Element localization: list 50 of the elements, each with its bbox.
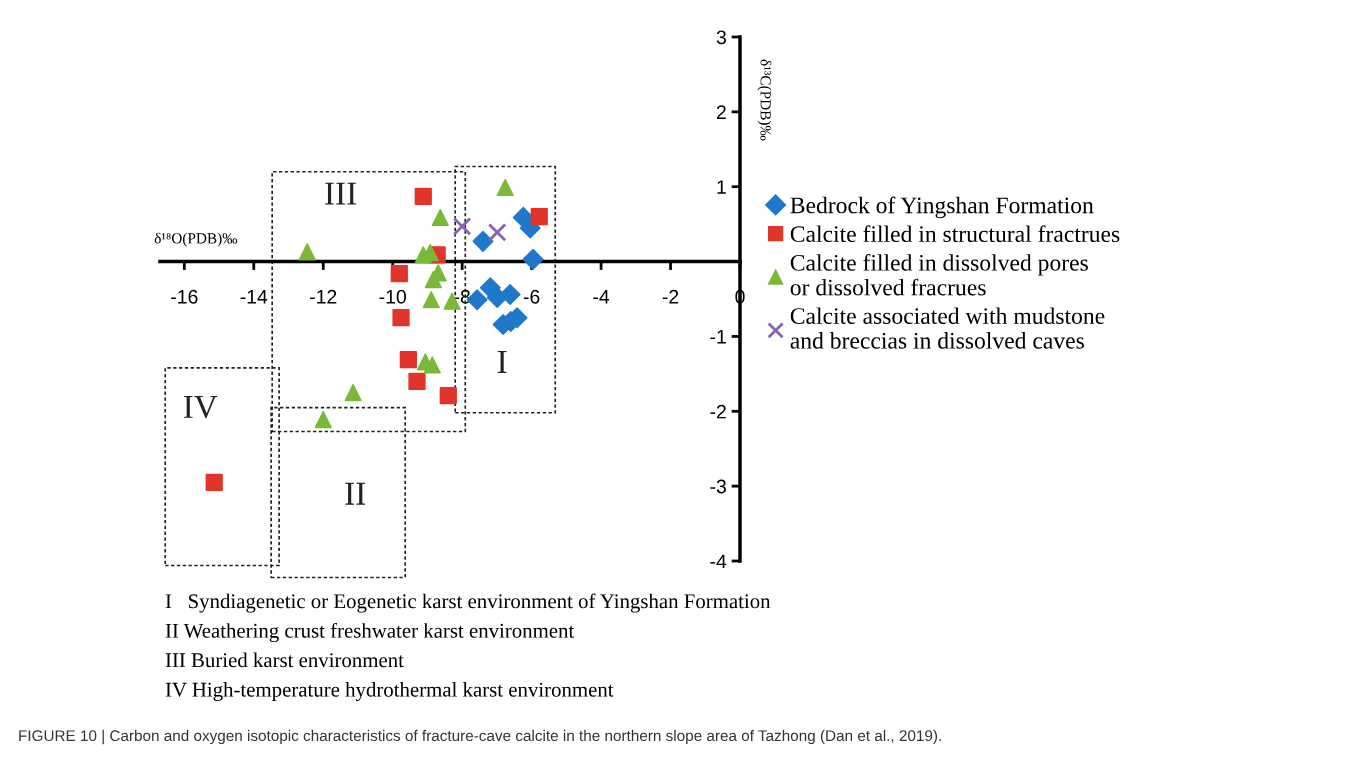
point — [452, 217, 472, 236]
x-tick-label: -12 — [310, 289, 337, 304]
point — [392, 309, 410, 327]
annotation: I — [497, 351, 507, 373]
legend-label: Calcite filled in dissolved pores or dissolved fracrues — [790, 253, 1088, 296]
y-tick-label: -4 — [710, 554, 727, 569]
x-tick-label: -4 — [593, 290, 610, 304]
point — [399, 351, 417, 369]
point — [422, 291, 440, 309]
point — [424, 270, 442, 289]
point — [499, 283, 521, 306]
point — [205, 473, 223, 492]
legend-label: Calcite associated with mudstone and breccias in dissolved caves — [790, 307, 1105, 349]
annotation: II — [345, 482, 366, 505]
text: IV High-temperature hydrothermal karst environment — [165, 682, 614, 701]
y-tick-label: -2 — [710, 404, 726, 419]
caption: FIGURE 10 | Carbon and oxygen isotopic characteristics of fracture-cave calcite in the northern slope area of Tazhong (Dan et al., 2019). — [19, 729, 941, 745]
text: I Syndiagenetic or Eogenetic karst environment of Yingshan Formation — [165, 593, 771, 613]
point — [298, 243, 316, 261]
annotation: IV — [183, 395, 218, 419]
legend-label: Calcite filled in structural fractrues — [790, 225, 1120, 243]
y-tick-label: 3 — [716, 30, 726, 45]
point — [314, 410, 332, 429]
legend-label: Bedrock of Yingshan Formation — [790, 196, 1094, 219]
x-tick-label: -6 — [523, 289, 540, 304]
point — [431, 208, 449, 227]
point — [439, 386, 457, 405]
y-axis-title: δ¹³C(PDB)‰ — [757, 59, 772, 141]
point — [487, 223, 507, 242]
point — [423, 356, 441, 374]
x-axis-title: δ¹⁸O(PDB)‰ — [154, 232, 238, 247]
point — [496, 178, 514, 197]
text: III Buried karst environment — [165, 652, 404, 668]
y-tick-label: -3 — [710, 479, 726, 494]
y-tick-label: -1 — [710, 330, 726, 344]
annotation: III — [325, 182, 357, 205]
point — [344, 383, 362, 402]
y-tick-label: 1 — [717, 180, 726, 194]
point — [408, 372, 426, 390]
x-tick-label: -14 — [240, 290, 268, 304]
point — [390, 264, 408, 283]
point — [414, 187, 432, 206]
x-tick-label: -2 — [662, 289, 679, 304]
point — [472, 230, 494, 252]
y-tick-label: 2 — [716, 105, 726, 119]
point — [530, 208, 548, 226]
x-tick-label: -16 — [171, 289, 198, 304]
point — [522, 248, 544, 270]
x-tick-label: -10 — [379, 289, 406, 304]
text: II Weathering crust freshwater karst environment — [165, 622, 575, 643]
